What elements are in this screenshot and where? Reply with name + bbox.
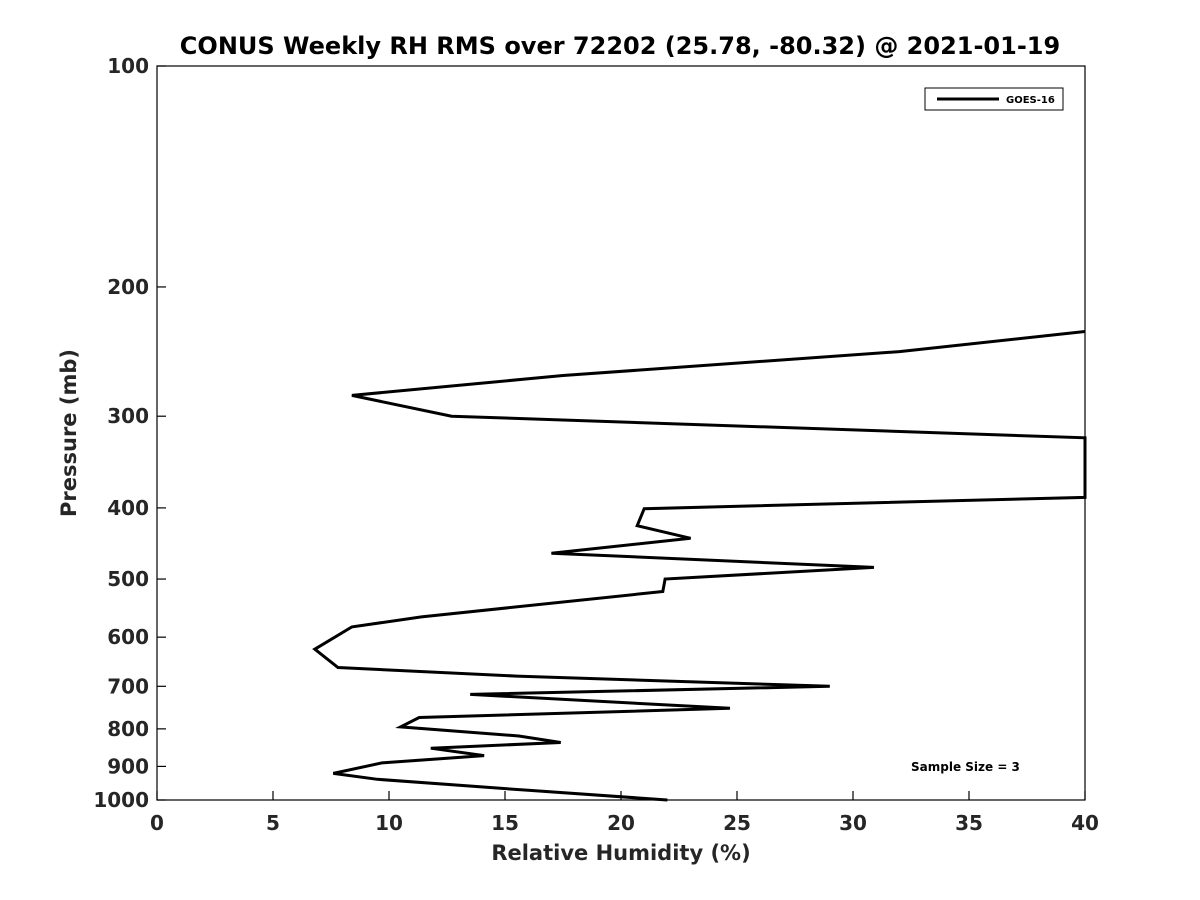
y-tick-label: 100 <box>107 54 149 78</box>
x-tick-label: 20 <box>607 811 635 835</box>
series-line-goes-16 <box>312 330 1087 802</box>
x-axis-label: Relative Humidity (%) <box>491 841 750 865</box>
y-tick-label: 500 <box>107 567 149 591</box>
y-tick-label: 400 <box>107 496 149 520</box>
y-tick-label: 700 <box>107 674 149 698</box>
y-tick-label: 800 <box>107 717 149 741</box>
y-axis: 100 200 300 400 500 600 700 800 900 1000 <box>93 54 166 812</box>
x-tick-label: 5 <box>266 811 280 835</box>
legend-entry-goes-16: GOES-16 <box>1006 95 1055 106</box>
x-tick-label: 15 <box>491 811 519 835</box>
y-tick-label: 900 <box>107 754 149 778</box>
chart-title: CONUS Weekly RH RMS over 72202 (25.78, -… <box>180 32 1060 60</box>
legend: GOES-16 <box>924 87 1064 111</box>
series-layer <box>312 330 1087 802</box>
x-axis: 0 5 10 15 20 25 30 35 40 <box>150 791 1099 835</box>
y-axis-label: Pressure (mb) <box>57 349 81 517</box>
x-tick-label: 10 <box>375 811 403 835</box>
x-tick-label: 40 <box>1071 811 1099 835</box>
sample-size-annotation: Sample Size = 3 <box>911 760 1020 774</box>
x-tick-label: 35 <box>955 811 983 835</box>
x-tick-label: 30 <box>839 811 867 835</box>
y-tick-label: 200 <box>107 275 149 299</box>
x-tick-label: 25 <box>723 811 751 835</box>
y-tick-label: 1000 <box>93 788 149 812</box>
x-tick-label: 0 <box>150 811 164 835</box>
y-tick-label: 600 <box>107 625 149 649</box>
y-tick-label: 300 <box>107 404 149 428</box>
